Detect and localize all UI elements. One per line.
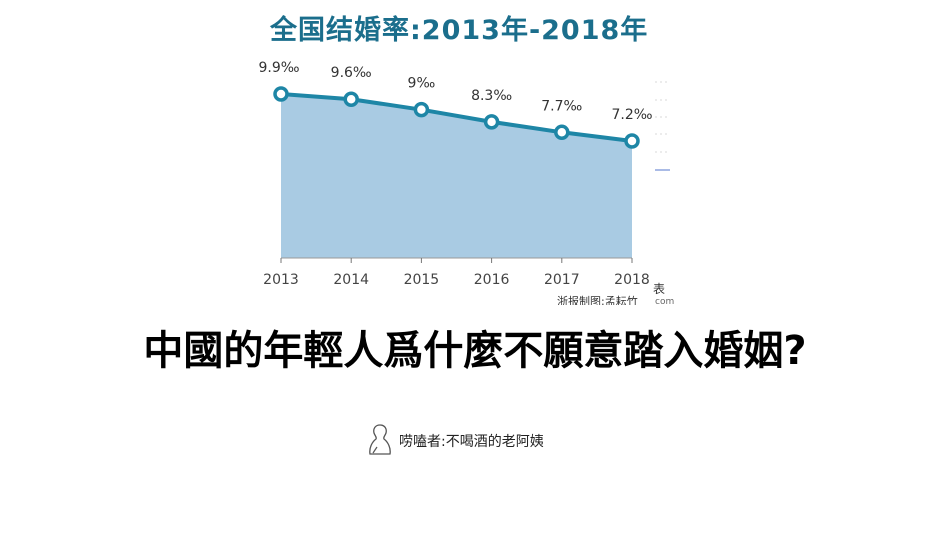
value-label: 9.6‰ xyxy=(331,65,372,81)
value-label: 7.2‰ xyxy=(611,107,652,123)
data-point xyxy=(624,133,640,149)
grid-fragments xyxy=(655,81,670,153)
value-labels: 9.9‰ 9.6‰ 9‰ 8.3‰ 7.7‰ 7.2‰ xyxy=(258,60,652,123)
data-point xyxy=(554,124,570,141)
x-tick-label: 2014 xyxy=(333,272,369,288)
data-point xyxy=(483,114,500,130)
x-axis-ticks xyxy=(280,258,633,263)
value-label: 7.7‰ xyxy=(541,98,582,114)
person-outline-icon xyxy=(367,422,393,460)
value-label: 8.3‰ xyxy=(471,88,512,104)
x-tick-labels: 2013 2014 2015 2016 2017 2018 xyxy=(263,272,650,288)
value-label: 9‰ xyxy=(408,76,436,92)
x-tick-label: 2013 xyxy=(263,272,299,288)
x-tick-label: 2018 xyxy=(614,272,650,288)
x-tick-label: 2016 xyxy=(474,272,510,288)
chart-credit: 浙报制图:孟耘竹 xyxy=(557,294,638,305)
value-label: 9.9‰ xyxy=(258,60,299,76)
x-tick-label: 2017 xyxy=(544,272,580,288)
data-line xyxy=(280,92,633,143)
x-tick-label: 2015 xyxy=(404,272,440,288)
marriage-rate-chart: 9.9‰ 9.6‰ 9‰ 8.3‰ 7.7‰ 7.2‰ 2013 2014 2015 2016 2… xyxy=(250,0,680,305)
data-point xyxy=(273,86,289,102)
area-fill xyxy=(281,94,632,258)
data-point xyxy=(413,101,430,118)
data-point xyxy=(343,91,359,107)
data-markers xyxy=(273,86,640,149)
page-title: 中國的年輕人爲什麼不願意踏入婚姻? xyxy=(143,328,807,374)
author-byline: 唠嗑者:不喝酒的老阿姨 xyxy=(367,423,544,459)
chart-plot: 9.9‰ 9.6‰9‰8.3‰7.7‰7.2‰ 2013 2014 2015 2016 2… xyxy=(258,60,674,305)
author-label: 唠嗑者:不喝酒的老阿姨 xyxy=(399,434,544,450)
watermark-fragment-2: com xyxy=(655,297,674,305)
chart-title: 全国结婚率:2013年-2018年 xyxy=(270,15,649,46)
watermark-fragment: 表 xyxy=(653,282,665,296)
